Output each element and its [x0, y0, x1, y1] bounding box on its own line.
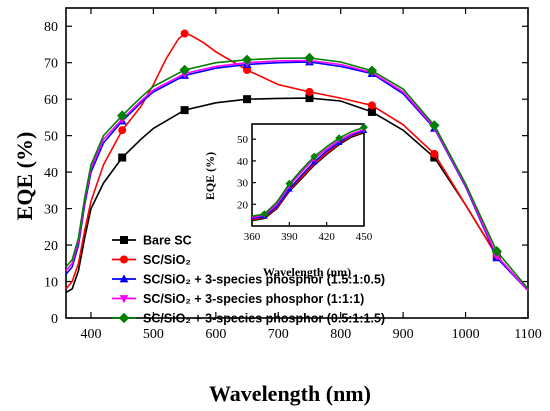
y-tick-label: 50 [44, 130, 58, 145]
y-axis-title: EQE (%) [12, 132, 37, 221]
legend-label: Bare SC [143, 234, 192, 248]
data-point [179, 64, 190, 76]
x-tick-label: 1100 [514, 327, 541, 342]
inset-series-2 [251, 127, 368, 220]
series-line-0 [65, 97, 529, 294]
data-point [241, 54, 253, 65]
series-4 [65, 52, 529, 290]
legend-marker [119, 274, 129, 283]
inset-y-axis-title: EQE (%) [203, 152, 217, 200]
y-tick-label: 20 [44, 239, 58, 254]
inset-series-line-1 [251, 130, 365, 221]
x-tick-label: 800 [330, 327, 351, 342]
y-tick-label: 40 [44, 166, 58, 181]
data-point [180, 106, 189, 115]
inset-series-4 [251, 123, 368, 218]
inset-series-3 [251, 126, 368, 219]
legend-marker [120, 236, 128, 244]
inset-x-tick-label: 420 [318, 231, 335, 243]
data-point [304, 52, 315, 64]
x-tick-label: 600 [205, 327, 226, 342]
x-tick-label: 900 [393, 327, 414, 342]
inset-data-point [310, 152, 319, 161]
inset-series-1 [251, 130, 365, 221]
inset-series-line-3 [251, 128, 365, 219]
data-point [243, 66, 252, 74]
data-point [429, 120, 440, 131]
inset-frame [251, 123, 365, 227]
data-point [180, 29, 189, 38]
data-point [430, 149, 439, 158]
series-line-1 [65, 32, 529, 292]
inset-data-point [335, 134, 344, 143]
y-tick-label: 30 [44, 203, 58, 218]
inset-series-0 [251, 131, 365, 222]
data-point [243, 95, 252, 104]
data-point [118, 126, 127, 135]
series-1 [65, 29, 529, 292]
y-tick-label: 10 [44, 276, 58, 291]
x-tick-label: 1000 [452, 327, 480, 342]
inset-x-tick-label: 360 [244, 231, 261, 243]
data-point [116, 110, 128, 121]
inset-data-point [285, 179, 294, 188]
inset-data-point [260, 210, 269, 218]
data-point [367, 101, 376, 110]
series-line-4 [65, 57, 529, 290]
legend-label: SC/SiO₂ [143, 253, 191, 267]
main-plot: 400 500 600 700 800 900 1000 1100 0 10 20 30 40 50 60 7… [44, 7, 542, 342]
inset-x-tick-label: 450 [356, 231, 373, 243]
inset-y-tick-label: 50 [237, 134, 249, 146]
inset-plot: 360 390 420 450 20 30 40 50 [237, 123, 373, 243]
inset-series-line-4 [251, 126, 365, 217]
legend-marker [118, 312, 130, 324]
inset-y-tick-label: 30 [237, 178, 249, 190]
data-point [305, 94, 314, 103]
x-tick-label: 400 [80, 327, 101, 342]
x-tick-label: 500 [143, 327, 164, 342]
y-tick-label: 70 [44, 57, 58, 72]
inset-y-tick-label: 20 [237, 199, 249, 211]
y-tick-label: 80 [44, 20, 58, 35]
legend-label: SC/SiO₂ + 3-species phosphor (1.5:1:0.5) [143, 273, 385, 287]
legend-label: SC/SiO₂ + 3-species phosphor (0.5:1:1.5) [143, 312, 385, 326]
data-point [366, 65, 378, 76]
plot-frame [65, 7, 529, 319]
inset-series-line-2 [251, 129, 365, 220]
inset-series-line-0 [251, 131, 365, 222]
legend-marker [120, 255, 128, 264]
inset-x-axis-title: Wavelength (nm) [263, 265, 351, 279]
x-tick-label: 700 [268, 327, 289, 342]
legend-marker [119, 295, 129, 304]
y-tick-label: 0 [51, 312, 58, 327]
legend-label: SC/SiO₂ + 3-species phosphor (1:1:1) [143, 292, 364, 306]
y-tick-label: 60 [44, 93, 58, 108]
inset-x-tick-label: 390 [281, 231, 298, 243]
x-axis-title: Wavelength (nm) [209, 381, 371, 406]
data-point [305, 87, 314, 96]
data-point [367, 107, 376, 116]
legend: Bare SC SC/SiO₂ SC/SiO₂ + 3-species phosph… [112, 234, 385, 326]
data-point [491, 246, 502, 257]
inset-data-point [360, 123, 368, 132]
inset-y-tick-label: 40 [237, 156, 249, 168]
data-point [118, 153, 127, 162]
